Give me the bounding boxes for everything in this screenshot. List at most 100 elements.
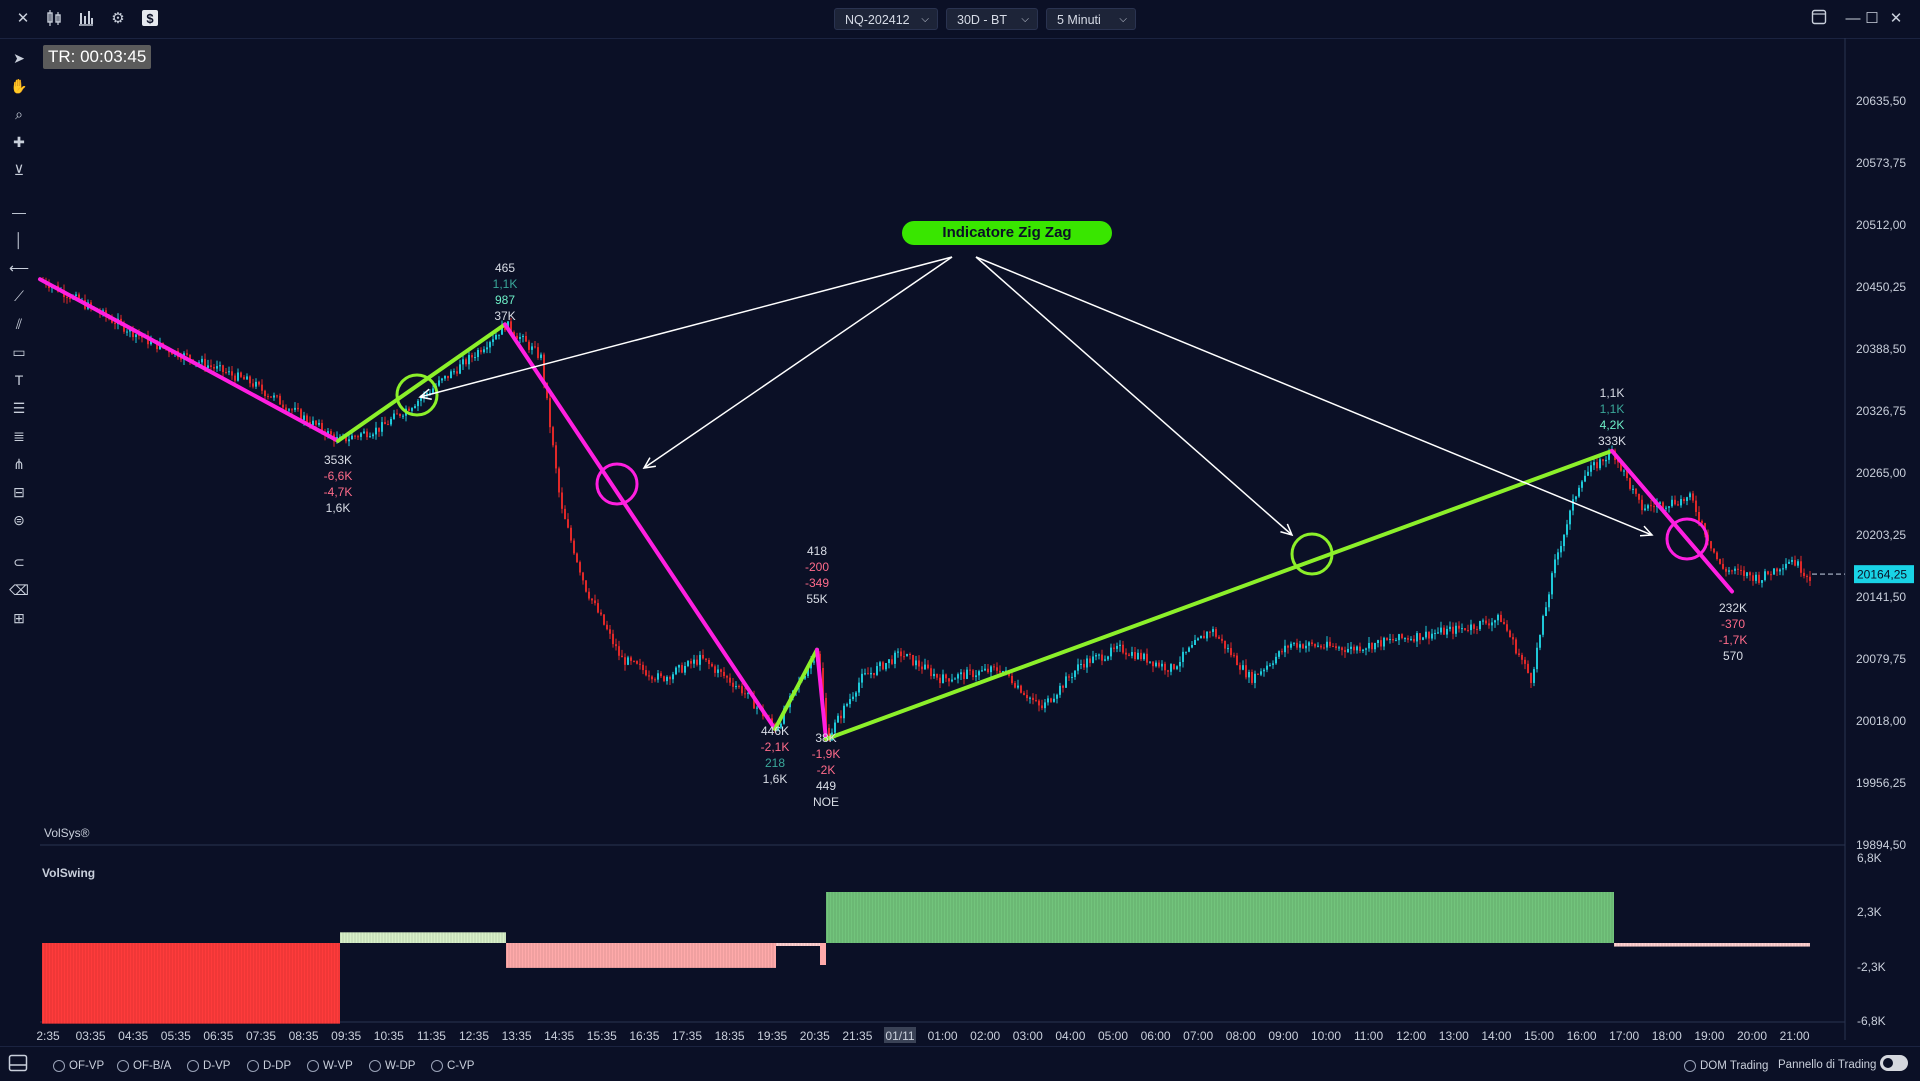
chevron-down-icon: ⌵ [1021, 14, 1029, 25]
zoom-icon[interactable]: ⌕ [15, 106, 23, 122]
fibonacci-icon[interactable]: ☰ [12, 400, 26, 416]
candle-body [78, 294, 80, 301]
volswing-axis-label: -2,3K [1857, 960, 1886, 974]
candle-body [867, 673, 869, 675]
trendline-icon[interactable]: ⟋ [14, 288, 24, 304]
candle-body [1023, 692, 1025, 695]
symbol-dropdown[interactable]: NQ-202412 ⌵ [834, 8, 938, 30]
candle-body [1476, 628, 1478, 630]
pointer-icon[interactable]: ➤ [13, 50, 25, 66]
crosshair-icon[interactable]: ✚ [13, 134, 25, 150]
candle-body [993, 666, 995, 668]
time-axis-label: 05:00 [1098, 1029, 1128, 1043]
chevron-down-icon: ⌵ [1119, 14, 1127, 25]
candle-body [414, 406, 416, 409]
candlestick-icon[interactable] [44, 9, 64, 29]
magnet-icon[interactable]: ⊂ [13, 554, 25, 570]
pivot-stat-text: 446K [761, 724, 789, 738]
candle-body [1596, 462, 1598, 469]
candle-body [528, 341, 530, 350]
cursor-tool-icon[interactable]: ⊻ [13, 162, 25, 178]
candle-body [1296, 642, 1298, 648]
study-toggle-d-dp[interactable]: D-DP [247, 1059, 291, 1073]
candle-body [984, 668, 986, 671]
minimize-icon[interactable]: — [1845, 10, 1861, 27]
candle-body [1257, 673, 1259, 675]
range-dropdown[interactable]: 30D - BT ⌵ [946, 8, 1038, 30]
candle-body [1221, 638, 1223, 641]
candle-body [753, 695, 755, 709]
hand-icon[interactable]: ✋ [10, 78, 28, 94]
candle-body [1536, 647, 1538, 670]
candle-body [1425, 631, 1427, 638]
candle-body [1428, 631, 1430, 639]
pivot-stat-text: -2K [817, 763, 836, 777]
dollar-icon[interactable]: $ [140, 9, 160, 29]
study-toggle-w-dp[interactable]: W-DP [369, 1059, 415, 1073]
candle-body [1509, 630, 1511, 638]
candle-body [1545, 607, 1547, 616]
candle-body [1011, 675, 1013, 684]
candle-body [369, 436, 371, 438]
dom-trading-toggle[interactable]: DOM Trading [1684, 1059, 1768, 1073]
candle-body [825, 697, 827, 728]
ray-icon[interactable]: ⟵ [9, 260, 30, 276]
add-study-icon[interactable]: ⊞ [13, 610, 25, 626]
candle-body [1281, 651, 1283, 653]
vertical-line-icon[interactable]: │ [14, 232, 24, 248]
time-axis-label: 08:00 [1226, 1029, 1256, 1043]
candle-body [1179, 661, 1181, 667]
study-toggle-w-vp[interactable]: W-VP [307, 1059, 353, 1073]
candle-body [1347, 648, 1349, 653]
candle-body [723, 671, 725, 677]
candle-body [1239, 665, 1241, 670]
candle-body [1620, 462, 1622, 471]
candle-body [465, 359, 467, 365]
candle-body [1149, 661, 1151, 663]
rectangle-icon[interactable]: ▭ [12, 344, 26, 360]
channel-icon[interactable]: ⫽ [15, 316, 23, 332]
candle-body [1020, 685, 1022, 693]
settings-icon[interactable]: ⚙ [111, 10, 125, 27]
close-icon[interactable]: ✕ [16, 10, 30, 27]
candle-body [1350, 646, 1352, 649]
horizontal-line-icon[interactable]: — [12, 204, 26, 220]
candle-body [1782, 568, 1784, 570]
study-toggle-d-vp[interactable]: D-VP [187, 1059, 230, 1073]
candle-body [828, 727, 830, 741]
pivot-stat-text: -2,1K [761, 740, 790, 754]
candle-body [1338, 647, 1340, 649]
eraser-icon[interactable]: ⌫ [9, 582, 29, 598]
candle-body [1416, 633, 1418, 642]
candle-body [969, 669, 971, 671]
timeframe-dropdown[interactable]: 5 Minuti ⌵ [1046, 8, 1136, 30]
bar-chart-icon[interactable] [76, 9, 96, 29]
top-toolbar: ✕ ⚙ $ NQ-202412 ⌵ 30D - BT ⌵ 5 Minuti ⌵ — ☐… [0, 0, 1920, 39]
zigzag-annotation-label[interactable]: Indicatore Zig Zag [902, 221, 1112, 245]
trading-panel-switch[interactable] [1880, 1055, 1908, 1071]
close-window-icon[interactable]: ✕ [1889, 10, 1903, 27]
candle-body [813, 661, 815, 663]
candle-body [1125, 652, 1127, 655]
study-toggle-of-ba[interactable]: OF-B/A [117, 1059, 171, 1073]
candle-body [1302, 644, 1304, 649]
study-toggle-of-vp[interactable]: OF-VP [53, 1059, 104, 1073]
maximize-icon[interactable]: ☐ [1865, 10, 1879, 27]
text-icon[interactable]: T [14, 372, 24, 388]
candle-body [654, 679, 656, 681]
pitchfork-icon[interactable]: ⋔ [13, 456, 25, 472]
candle-body [939, 677, 941, 684]
layout-icon[interactable] [1809, 9, 1829, 29]
volume-profile-icon[interactable]: ⊟ [13, 484, 25, 500]
candle-body [933, 673, 935, 677]
candle-body [1242, 665, 1244, 670]
study-toggle-c-vp[interactable]: C-VP [431, 1059, 474, 1073]
panel-toggle-icon[interactable] [8, 1053, 28, 1073]
candle-body [315, 420, 317, 425]
candle-body [1167, 670, 1169, 672]
candle-body [936, 673, 938, 678]
candle-body [1245, 665, 1247, 678]
levels-icon[interactable]: ≣ [13, 428, 25, 444]
session-profile-icon[interactable]: ⊜ [13, 512, 25, 528]
